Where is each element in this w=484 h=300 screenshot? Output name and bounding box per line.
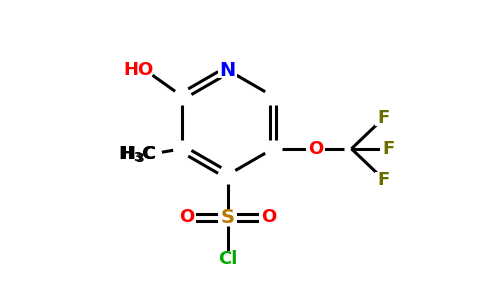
Text: O: O [261, 208, 276, 226]
FancyBboxPatch shape [218, 209, 237, 226]
Text: 3: 3 [133, 151, 141, 164]
FancyBboxPatch shape [177, 209, 196, 226]
Text: O: O [179, 208, 194, 226]
Text: N: N [219, 61, 236, 80]
FancyBboxPatch shape [118, 146, 156, 162]
Text: F: F [378, 109, 390, 127]
Text: F: F [383, 140, 395, 158]
Text: H: H [121, 145, 136, 163]
Text: C: C [142, 145, 156, 163]
Text: O: O [308, 140, 323, 158]
FancyBboxPatch shape [124, 62, 152, 78]
Text: 3: 3 [135, 152, 143, 165]
FancyBboxPatch shape [306, 141, 325, 157]
FancyBboxPatch shape [375, 172, 393, 188]
Text: Cl: Cl [218, 250, 237, 268]
FancyBboxPatch shape [218, 62, 237, 78]
Text: C: C [141, 145, 155, 163]
FancyBboxPatch shape [375, 110, 393, 126]
Text: HO: HO [123, 61, 153, 79]
Text: H: H [119, 145, 134, 163]
FancyBboxPatch shape [213, 250, 242, 266]
Text: S: S [221, 208, 235, 227]
Text: F: F [378, 171, 390, 189]
FancyBboxPatch shape [380, 141, 398, 157]
FancyBboxPatch shape [259, 209, 278, 226]
